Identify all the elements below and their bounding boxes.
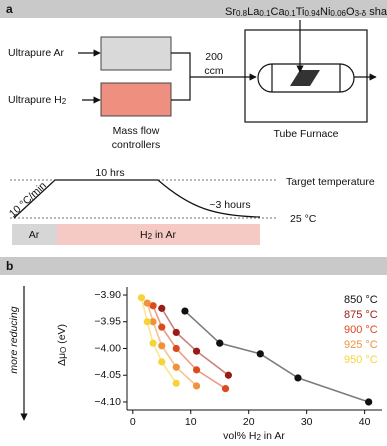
- legend-label: 925 °C: [344, 339, 378, 351]
- gas-bar-label: Ar: [29, 229, 40, 241]
- formula-part: Ti: [296, 6, 305, 18]
- gas-label-part: Ultrapure H: [8, 94, 62, 106]
- data-point: [172, 328, 180, 337]
- formula-part: Sr: [225, 6, 236, 18]
- gas-label: Ultrapure H2: [8, 94, 67, 106]
- data-point: [143, 299, 151, 307]
- flow-rate: 200: [205, 51, 223, 63]
- furnace: [244, 29, 368, 123]
- formula-part: La: [247, 6, 260, 18]
- data-point: [172, 363, 180, 371]
- gas-label: Ultrapure Ar: [8, 47, 65, 59]
- data-point: [137, 294, 146, 302]
- legend-label: 850 °C: [344, 294, 378, 306]
- data-point: [256, 350, 264, 358]
- sample-label: Sr0.8La0.1Ca0.1Ti0.94Ni0.06O3-δ shard: [225, 6, 387, 18]
- formula-sub: 0.1: [285, 9, 297, 18]
- y-tick-label: −4.05: [94, 369, 121, 381]
- data-point: [158, 342, 166, 350]
- x-label-part: vol% H: [223, 430, 256, 442]
- y-tick-label: −3.95: [94, 316, 121, 328]
- gas-label-sub: 2: [62, 97, 67, 106]
- gas-bar-h2: [57, 224, 260, 245]
- profile-label: 10 °C/min: [7, 180, 49, 220]
- data-point: [224, 371, 233, 379]
- x-tick-label: 10: [185, 416, 197, 428]
- gas-bar-label: H2 in Ar: [140, 229, 176, 241]
- x-label-sub: 2: [256, 433, 261, 442]
- formula-part: Ca: [271, 6, 286, 18]
- formula-part: shard: [366, 6, 387, 18]
- data-point: [158, 304, 166, 312]
- data-point: [192, 382, 201, 390]
- data-point: [365, 398, 373, 406]
- mfc-label: controllers: [112, 139, 160, 151]
- legend-label: 950 °C: [344, 354, 378, 366]
- gas-bar-ar: [12, 224, 57, 245]
- data-point: [192, 347, 201, 355]
- profile-label: Target temperature: [286, 176, 375, 188]
- x-label-part: in Ar: [261, 430, 285, 442]
- series-line: [161, 307, 229, 376]
- data-point: [172, 379, 180, 387]
- annotation: more reducing: [8, 306, 20, 373]
- data-point: [181, 307, 189, 315]
- series-line: [184, 310, 369, 403]
- x-axis-label: vol% H2 in Ar: [223, 430, 285, 442]
- panel-header: [0, 0, 387, 18]
- mfc-h2: [100, 82, 172, 117]
- profile-label: 25 °C: [290, 213, 317, 225]
- furnace-label: Tube Furnace: [274, 128, 339, 140]
- legend-label: 900 °C: [344, 324, 378, 336]
- panel-label: b: [6, 259, 13, 273]
- y-tick-label: −4.00: [94, 342, 121, 354]
- formula-sub: 0.1: [259, 9, 271, 18]
- data-point: [158, 323, 166, 331]
- formula-part: O: [346, 6, 355, 18]
- y-label-part: (eV): [56, 324, 68, 347]
- gas-bar-part: in Ar: [152, 229, 176, 241]
- profile-label: 10 hrs: [95, 167, 124, 179]
- y-axis-label: ΔμO (eV): [56, 324, 68, 366]
- y-label-part: Δμ: [56, 353, 68, 366]
- data-point: [158, 358, 166, 366]
- gas-bar-sub: 2: [148, 232, 153, 241]
- data-point: [192, 366, 201, 374]
- flow-rate: ccm: [204, 65, 224, 77]
- mfc-label: Mass flow: [113, 125, 160, 137]
- mfc-ar: [100, 36, 172, 71]
- legend-label: 875 °C: [344, 309, 378, 321]
- data-point: [149, 302, 157, 310]
- x-tick-label: 20: [243, 416, 255, 428]
- formula-sub: 0.94: [304, 9, 320, 18]
- y-label-sub: O: [59, 347, 68, 353]
- cooling-profile: [157, 179, 261, 218]
- panel-label: a: [6, 2, 13, 16]
- x-tick-label: 30: [301, 416, 313, 428]
- y-tick-label: −3.90: [94, 289, 121, 301]
- profile-label: ~3 hours: [209, 199, 250, 211]
- gas-bar-part: H: [140, 229, 148, 241]
- data-point: [149, 318, 157, 326]
- panel-header: [0, 257, 387, 275]
- formula-sub: 0.8: [236, 9, 248, 18]
- x-tick-label: 40: [359, 416, 371, 428]
- formula-sub: 0.06: [330, 9, 346, 18]
- shard: [290, 70, 320, 86]
- y-tick-label: −4.10: [94, 396, 121, 408]
- data-point: [149, 339, 157, 347]
- data-point: [216, 339, 224, 347]
- formula-sub: 3-δ: [355, 9, 367, 18]
- data-point: [172, 344, 180, 353]
- ramp-profile: [13, 179, 158, 219]
- data-point: [294, 374, 302, 382]
- merge-line: [171, 52, 191, 101]
- formula-part: Ni: [320, 6, 330, 18]
- x-tick-label: 0: [130, 416, 136, 428]
- data-point: [143, 318, 151, 326]
- data-point: [221, 385, 230, 393]
